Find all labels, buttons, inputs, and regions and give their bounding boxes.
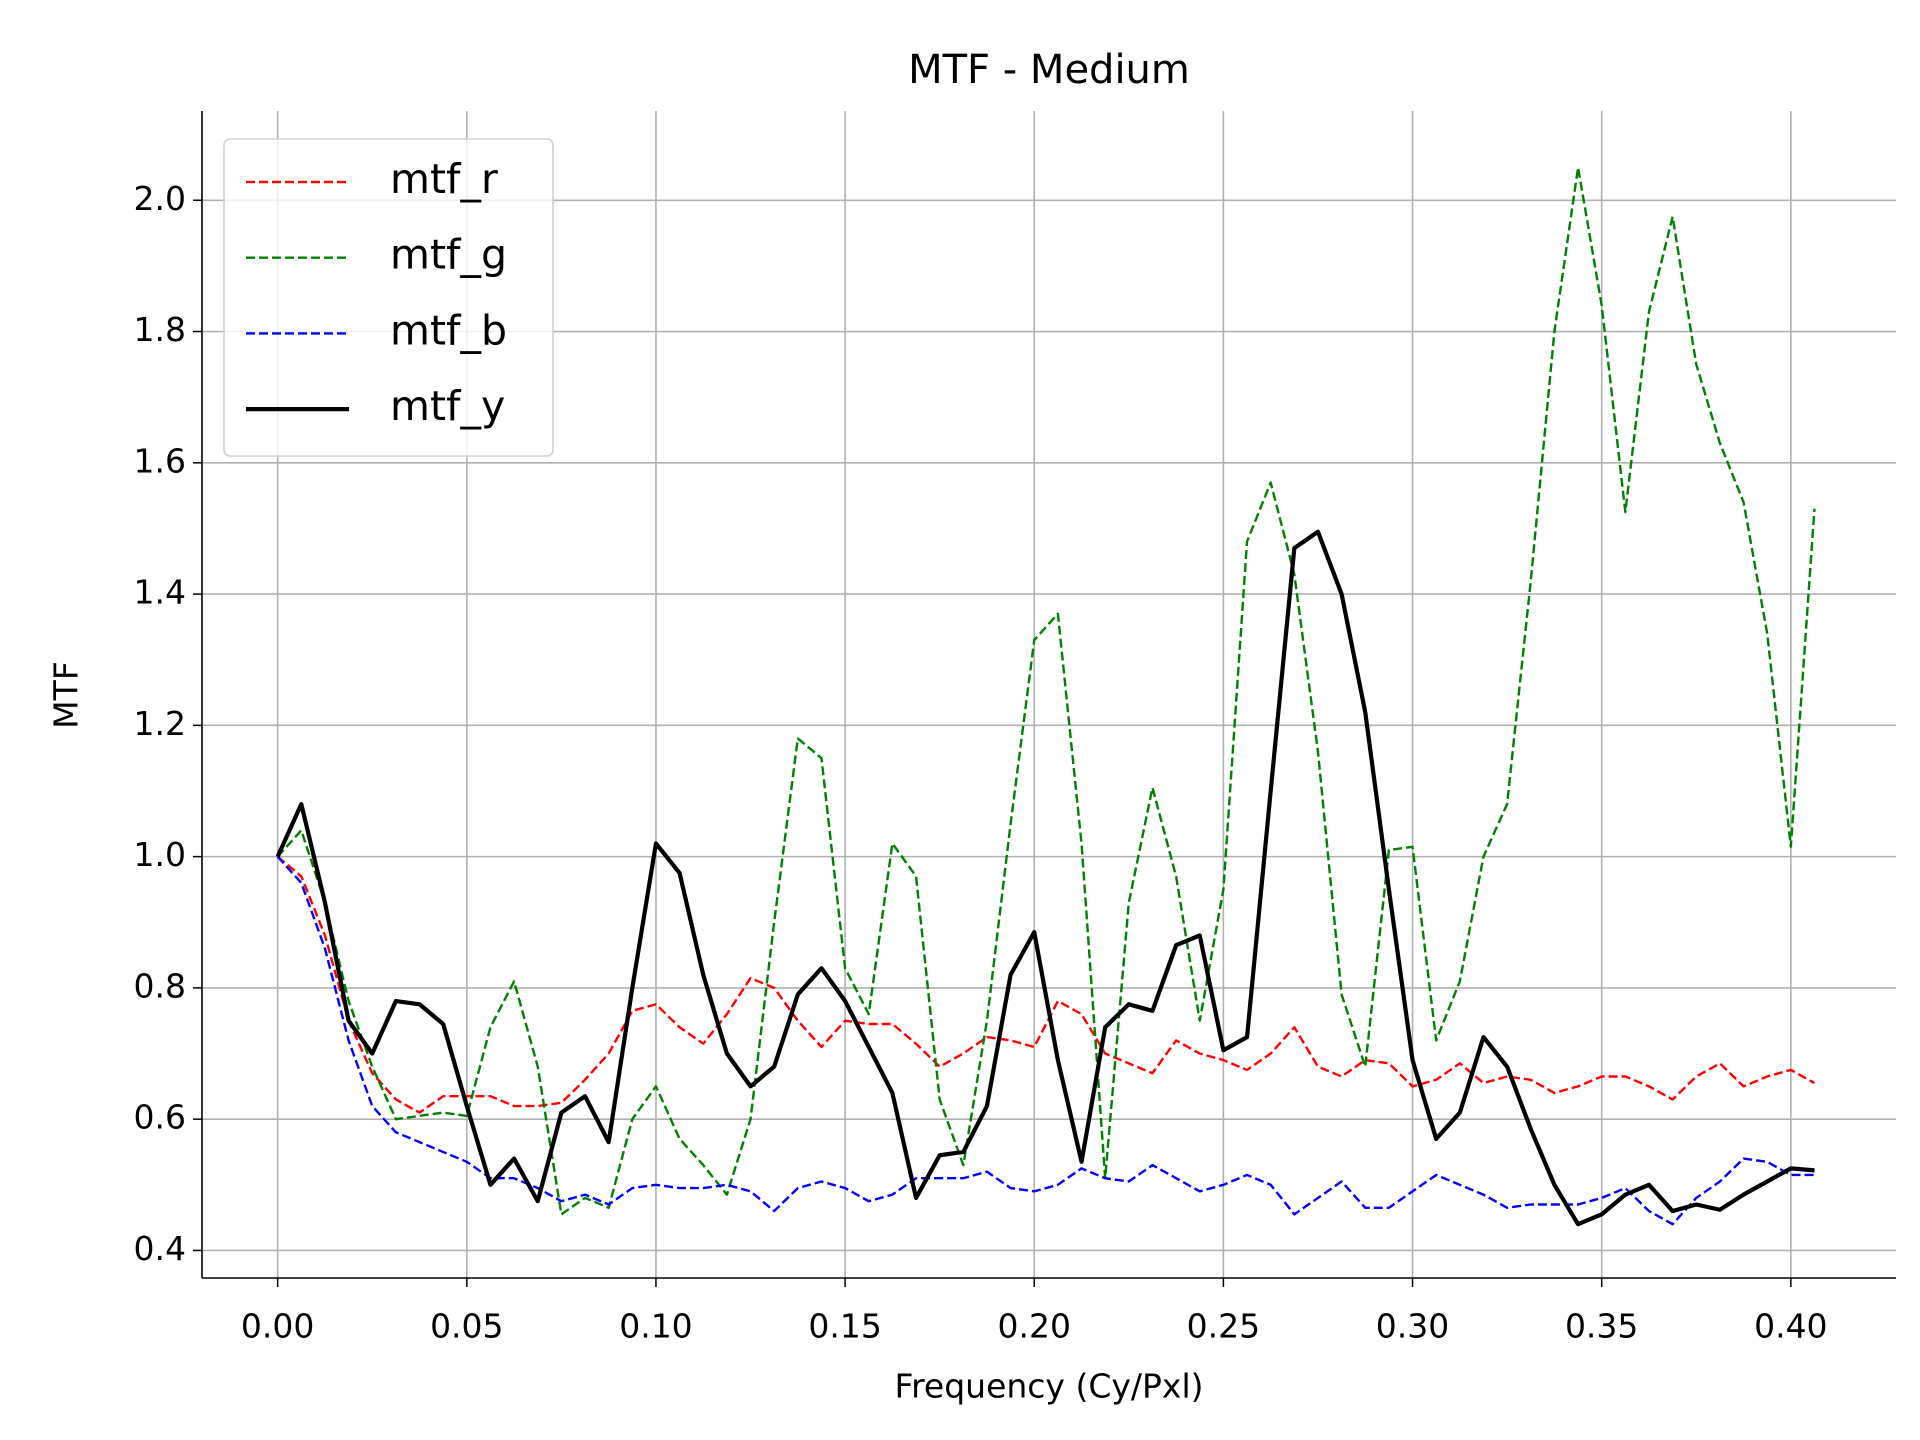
line-series <box>276 855 1816 1114</box>
y-tick-label: 2.0 <box>134 179 186 218</box>
y-tick-label: 1.4 <box>134 573 186 612</box>
legend-label: mtf_b <box>390 306 507 354</box>
y-axis-label: MTF <box>47 661 86 729</box>
legend-label: mtf_y <box>390 382 505 430</box>
x-tick-label: 0.35 <box>1565 1307 1638 1346</box>
x-tick-label: 0.40 <box>1754 1307 1827 1346</box>
line-series <box>276 166 1816 1216</box>
y-tick-label: 1.0 <box>134 835 186 874</box>
x-tick-label: 0.20 <box>998 1307 1071 1346</box>
x-tick-label: 0.00 <box>241 1307 314 1346</box>
x-tick-label: 0.15 <box>808 1307 881 1346</box>
x-tick-label: 0.05 <box>430 1307 503 1346</box>
line-series <box>275 529 1815 1227</box>
y-tick-label: 0.4 <box>134 1229 186 1268</box>
y-tick-label: 1.8 <box>134 310 186 349</box>
y-tick-label: 0.6 <box>134 1098 186 1137</box>
y-tick-label: 1.2 <box>134 704 186 743</box>
x-axis-label: Frequency (Cy/Pxl) <box>894 1367 1203 1406</box>
line-series <box>276 855 1815 1226</box>
chart-title: MTF - Medium <box>908 47 1190 93</box>
legend-box <box>223 138 554 457</box>
y-tick-label: 0.8 <box>134 966 186 1005</box>
x-tick-label: 0.30 <box>1376 1307 1449 1346</box>
legend-label: mtf_r <box>390 155 498 203</box>
legend-label: mtf_g <box>390 231 507 279</box>
y-tick-label: 1.6 <box>134 441 186 480</box>
x-tick-label: 0.10 <box>619 1307 692 1346</box>
x-tick-label: 0.25 <box>1187 1307 1260 1346</box>
